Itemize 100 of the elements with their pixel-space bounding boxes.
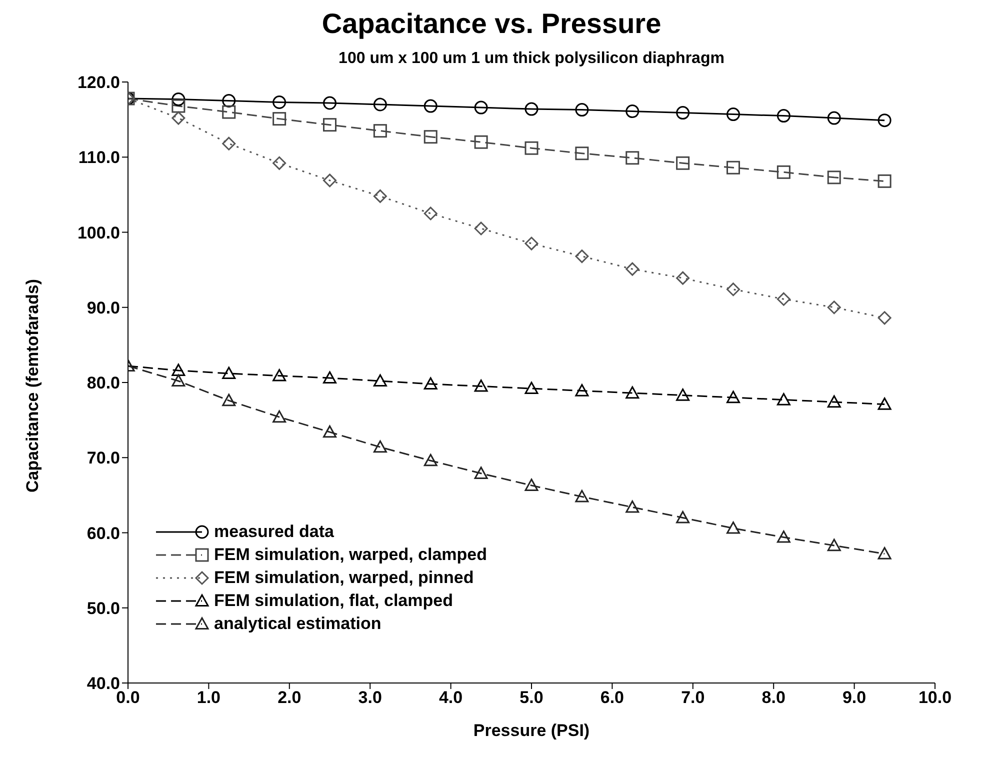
point <box>474 100 488 114</box>
point <box>676 156 690 170</box>
point <box>222 136 236 150</box>
x-tick-label: 4.0 <box>438 688 463 708</box>
point <box>172 364 186 376</box>
point <box>524 102 538 116</box>
point <box>776 393 790 406</box>
x-tick-label: 0.0 <box>116 688 140 708</box>
point <box>776 530 790 543</box>
x-tick-label: 1.0 <box>196 688 221 708</box>
legend-label: FEM simulation, warped, clamped <box>214 544 487 566</box>
point <box>827 300 841 314</box>
point <box>524 141 538 155</box>
point <box>474 466 488 479</box>
point <box>524 236 538 250</box>
point <box>323 96 336 110</box>
y-tick-label: 50.0 <box>86 598 120 618</box>
y-axis-title: Capacitance (femtofarads) <box>23 278 42 492</box>
point <box>827 170 841 184</box>
point <box>373 98 387 112</box>
legend-label: analytical estimation <box>214 613 382 635</box>
point <box>424 99 438 113</box>
point <box>626 500 640 513</box>
point <box>373 189 387 203</box>
point <box>323 174 336 188</box>
x-tick-label: 8.0 <box>762 688 786 708</box>
point <box>474 135 488 149</box>
legend-label: FEM simulation, warped, pinned <box>214 567 474 589</box>
x-tick-label: 2.0 <box>278 688 302 708</box>
point <box>878 311 892 325</box>
point <box>272 410 286 423</box>
y-tick-label: 60.0 <box>86 524 120 543</box>
point <box>474 380 488 392</box>
point <box>575 250 589 264</box>
point <box>676 510 690 524</box>
point <box>222 394 236 406</box>
point <box>575 490 589 502</box>
point <box>524 478 538 491</box>
legend-label: FEM simulation, flat, clamped <box>214 590 453 612</box>
point <box>272 96 286 110</box>
point <box>222 105 236 119</box>
x-tick-label: 10.0 <box>918 688 952 708</box>
chart-subtitle: 100 um x 100 um 1 um thick polysilicon diaphragm <box>338 50 726 68</box>
point <box>272 112 286 126</box>
point <box>827 395 841 408</box>
point <box>827 111 841 125</box>
point <box>878 114 892 128</box>
point <box>323 425 336 438</box>
point <box>726 282 740 296</box>
x-tick-label: 6.0 <box>600 688 624 708</box>
point <box>878 547 892 560</box>
point <box>626 262 640 276</box>
point <box>222 94 236 108</box>
chart-title: Capacitance vs. Pressure <box>320 8 662 40</box>
point <box>373 440 387 453</box>
point <box>776 109 790 123</box>
point <box>878 398 892 410</box>
point <box>323 371 336 384</box>
point <box>474 222 488 236</box>
y-tick-label: 110.0 <box>78 148 120 168</box>
point <box>827 538 841 552</box>
x-tick-label: 5.0 <box>520 688 544 708</box>
point <box>524 382 538 394</box>
point <box>575 384 589 396</box>
point <box>575 146 589 160</box>
x-tick-label: 3.0 <box>358 688 382 708</box>
point <box>172 111 186 125</box>
point <box>373 124 387 138</box>
point <box>323 118 336 132</box>
x-tick-label: 9.0 <box>842 688 866 708</box>
y-tick-label: 100.0 <box>77 223 120 242</box>
point <box>726 521 740 534</box>
point <box>676 106 690 120</box>
point <box>172 99 186 113</box>
x-axis-title: Pressure (PSI) <box>473 721 590 740</box>
point <box>626 104 640 118</box>
point <box>373 374 387 387</box>
point <box>626 386 640 399</box>
x-tick-label: 7.0 <box>681 688 705 708</box>
point <box>726 390 740 404</box>
point <box>575 103 589 117</box>
point <box>726 160 740 174</box>
y-tick-label: 80.0 <box>86 374 120 393</box>
point <box>272 156 286 170</box>
point <box>172 92 186 106</box>
point <box>676 271 690 285</box>
point <box>424 454 438 466</box>
point <box>222 366 236 380</box>
point <box>626 151 640 165</box>
point <box>776 292 790 306</box>
point <box>172 374 186 387</box>
y-tick-label: 70.0 <box>86 448 120 468</box>
y-tick-label: 120.0 <box>77 73 120 92</box>
point <box>676 388 690 401</box>
point <box>424 130 438 144</box>
point <box>424 206 438 220</box>
point <box>878 174 892 188</box>
legend-label: measured data <box>214 521 334 543</box>
point <box>424 377 438 390</box>
point <box>272 368 286 382</box>
